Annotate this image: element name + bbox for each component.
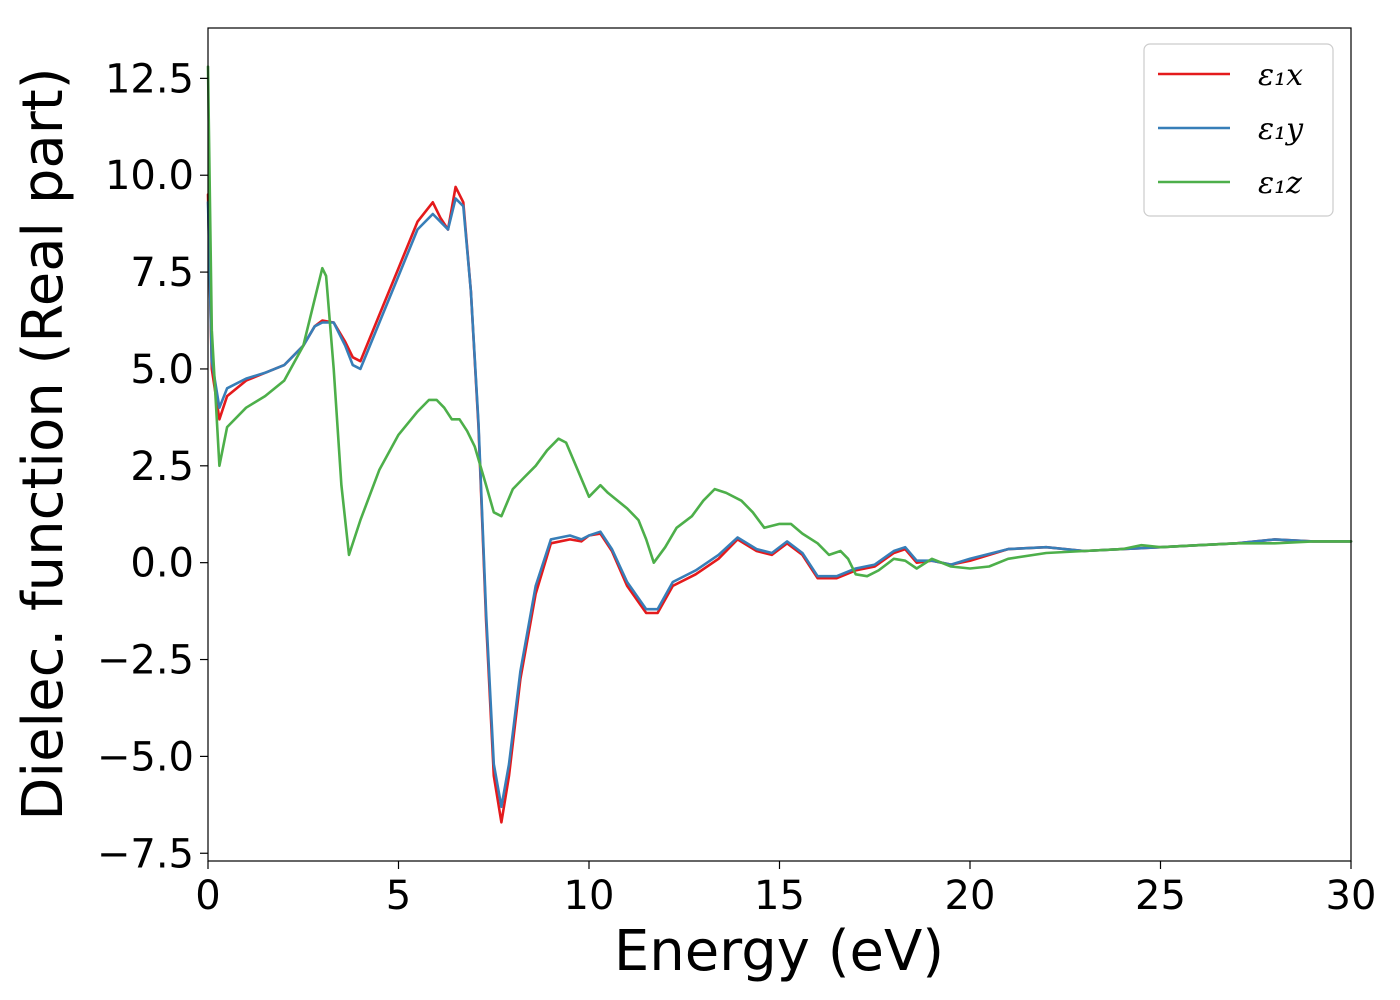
x-tick-label: 15	[754, 873, 805, 919]
y-tick-label: −2.5	[97, 638, 194, 684]
x-tick-label: 20	[945, 873, 996, 919]
x-tick-label: 10	[564, 873, 615, 919]
legend-label-y: ε₁y	[1258, 112, 1304, 147]
y-tick-label: 7.5	[130, 250, 194, 296]
y-tick-label: 0.0	[130, 541, 194, 587]
series-line-z	[206, 65, 1353, 578]
y-tick-label: 12.5	[105, 56, 194, 102]
y-tick-label: 5.0	[130, 347, 194, 393]
y-tick-label: 2.5	[130, 444, 194, 490]
y-axis-ticks: −7.5 −5.0 −2.5 0.0 2.5 5.0 7.5 10.0 12.5	[97, 56, 208, 877]
x-tick-label: 25	[1135, 873, 1186, 919]
series-line-y	[206, 197, 1353, 809]
x-axis-label: Energy (eV)	[614, 919, 944, 984]
legend-label-x: ε₁x	[1258, 58, 1303, 93]
x-tick-label: 5	[386, 873, 411, 919]
legend-box	[1143, 43, 1334, 217]
y-tick-label: −5.0	[97, 734, 194, 780]
x-tick-label: 0	[195, 873, 220, 919]
y-tick-label: −7.5	[97, 831, 194, 877]
y-axis-label: Dielec. function (Real part)	[11, 67, 76, 820]
y-tick-label: 10.0	[105, 153, 194, 199]
legend-label-z: ε₁z	[1258, 166, 1302, 201]
legend: ε₁x ε₁y ε₁z	[1143, 43, 1334, 217]
plot-lines	[206, 65, 1353, 824]
x-axis-ticks: 0 5 10 15 20 25 30	[195, 861, 1376, 919]
x-tick-label: 30	[1326, 873, 1377, 919]
